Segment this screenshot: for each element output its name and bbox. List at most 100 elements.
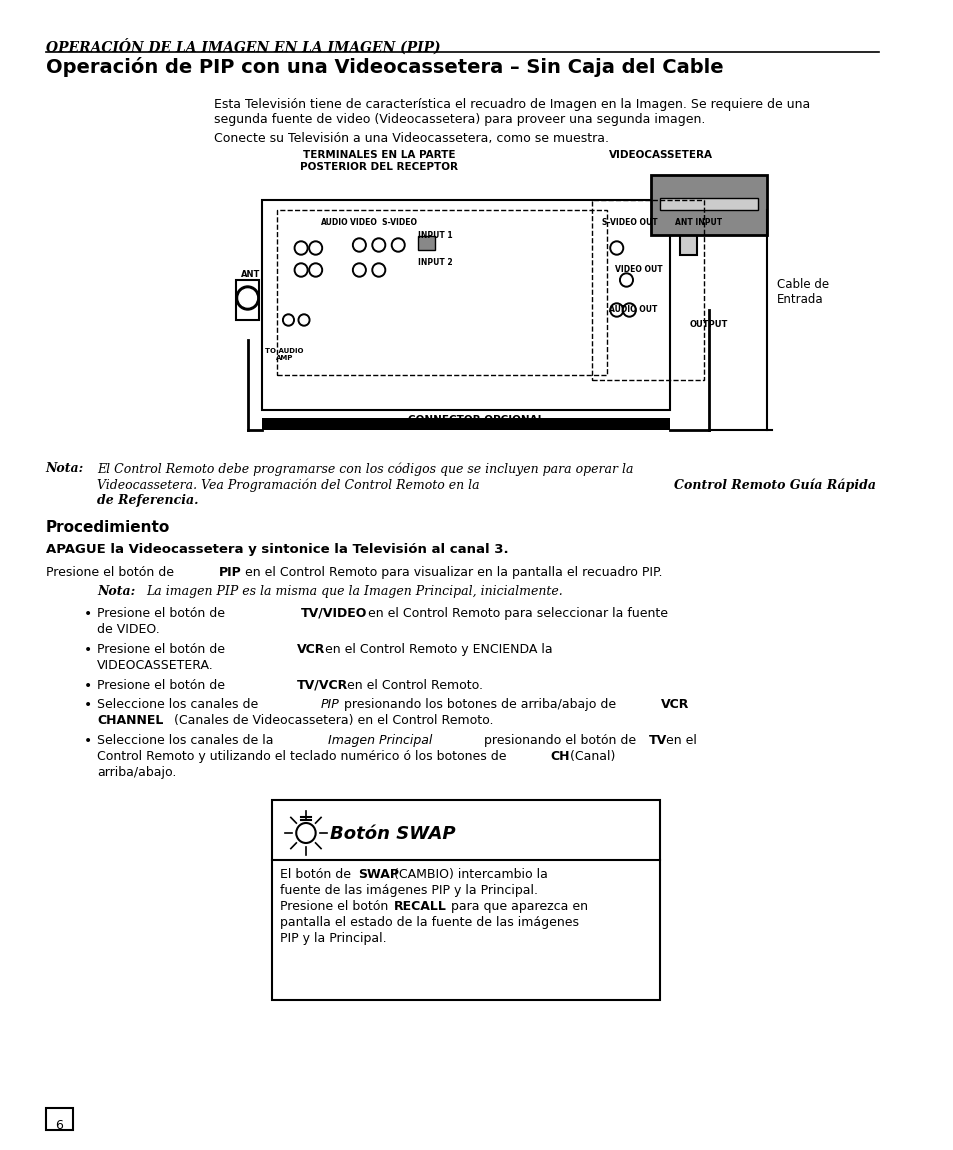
Circle shape — [238, 289, 256, 307]
Text: (Canal): (Canal) — [566, 750, 615, 762]
Text: AUDIO OUT: AUDIO OUT — [608, 305, 657, 314]
Text: Presione el botón de: Presione el botón de — [97, 678, 229, 692]
Bar — [262, 417, 669, 430]
Text: Control Remoto Guía Rápida: Control Remoto Guía Rápida — [674, 478, 875, 491]
Text: Esta Televisión tiene de característica el recuadro de Imagen en la Imagen. Se r: Esta Televisión tiene de característica … — [213, 98, 809, 112]
Text: Videocassetera. Vea Programación del Control Remoto en la: Videocassetera. Vea Programación del Con… — [97, 478, 483, 491]
Circle shape — [393, 240, 403, 250]
Circle shape — [355, 240, 364, 250]
Text: VIDEOCASSETERA.: VIDEOCASSETERA. — [97, 659, 213, 672]
Circle shape — [309, 263, 322, 277]
Text: Conecte su Televisión a una Videocassetera, como se muestra.: Conecte su Televisión a una Videocassete… — [213, 132, 608, 145]
Text: APAGUE la Videocassetera y sintonice la Televisión al canal 3.: APAGUE la Videocassetera y sintonice la … — [46, 543, 508, 555]
Circle shape — [611, 243, 621, 253]
Circle shape — [309, 242, 322, 255]
Bar — [679, 227, 697, 255]
Text: AUDIO: AUDIO — [320, 218, 348, 227]
Text: presionando el botón de: presionando el botón de — [479, 734, 639, 748]
Text: en el Control Remoto para visualizar en la pantalla el recuadro PIP.: en el Control Remoto para visualizar en … — [240, 566, 661, 578]
Bar — [592, 200, 703, 380]
Text: VCR: VCR — [297, 643, 325, 655]
Text: TERMINALES EN LA PARTE
POSTERIOR DEL RECEPTOR: TERMINALES EN LA PARTE POSTERIOR DEL REC… — [299, 150, 457, 171]
Bar — [650, 175, 766, 235]
Circle shape — [294, 263, 308, 277]
Text: S-VIDEO OUT: S-VIDEO OUT — [601, 218, 658, 227]
Text: Presione el botón: Presione el botón — [279, 900, 392, 913]
Text: Cable de
Entrada: Cable de Entrada — [776, 278, 828, 306]
Circle shape — [372, 238, 385, 252]
Text: El botón de: El botón de — [279, 868, 355, 881]
Text: VIDEOCASSETERA: VIDEOCASSETERA — [608, 150, 712, 160]
Circle shape — [374, 264, 383, 275]
Bar — [276, 210, 606, 375]
Text: en el Control Remoto.: en el Control Remoto. — [342, 678, 482, 692]
Circle shape — [621, 275, 631, 285]
Circle shape — [284, 316, 292, 324]
Bar — [417, 236, 435, 250]
Text: Presione el botón de: Presione el botón de — [97, 643, 229, 655]
Text: TV/VIDEO: TV/VIDEO — [301, 607, 367, 620]
Text: SWAP: SWAP — [358, 868, 399, 881]
Circle shape — [609, 302, 623, 317]
Text: Operación de PIP con una Videocassetera – Sin Caja del Cable: Operación de PIP con una Videocassetera … — [46, 58, 722, 77]
Circle shape — [611, 305, 621, 315]
Text: Nota:: Nota: — [97, 585, 135, 598]
Circle shape — [374, 240, 383, 250]
Circle shape — [294, 242, 308, 255]
Text: TV/VCR: TV/VCR — [297, 678, 348, 692]
Text: VIDEO OUT: VIDEO OUT — [614, 264, 661, 274]
Text: fuente de las imágenes PIP y la Principal.: fuente de las imágenes PIP y la Principa… — [279, 884, 537, 897]
Text: en el Control Remoto para seleccionar la fuente: en el Control Remoto para seleccionar la… — [364, 607, 667, 620]
Circle shape — [311, 243, 320, 253]
Text: Seleccione los canales de: Seleccione los canales de — [97, 698, 262, 711]
Text: ANT: ANT — [240, 270, 260, 279]
Circle shape — [353, 263, 366, 277]
Text: CONNECTOR OPCIONAL: CONNECTOR OPCIONAL — [407, 415, 543, 426]
Text: El Control Remoto debe programarse con los códigos que se incluyen para operar l: El Control Remoto debe programarse con l… — [97, 462, 633, 475]
Circle shape — [391, 238, 405, 252]
Text: VCR: VCR — [659, 698, 688, 711]
Text: (CAMBIO) intercambio la: (CAMBIO) intercambio la — [390, 868, 548, 881]
Text: presionando los botones de arriba/abajo de: presionando los botones de arriba/abajo … — [339, 698, 619, 711]
Text: (Canales de Videocassetera) en el Control Remoto.: (Canales de Videocassetera) en el Contro… — [170, 714, 493, 727]
Text: •: • — [84, 643, 91, 657]
Text: Control Remoto y utilizando el teclado numérico ó los botones de: Control Remoto y utilizando el teclado n… — [97, 750, 510, 762]
Circle shape — [311, 264, 320, 275]
Text: RECALL: RECALL — [394, 900, 447, 913]
Circle shape — [355, 264, 364, 275]
Text: PIP: PIP — [218, 566, 241, 578]
Text: •: • — [84, 734, 91, 748]
Text: Botón SWAP: Botón SWAP — [330, 825, 456, 843]
Text: •: • — [84, 678, 91, 693]
Circle shape — [300, 316, 308, 324]
Text: de VIDEO.: de VIDEO. — [97, 623, 160, 636]
Text: Nota:: Nota: — [46, 462, 84, 475]
Text: TV: TV — [648, 734, 666, 748]
Text: CHANNEL: CHANNEL — [97, 714, 163, 727]
Text: INPUT 1: INPUT 1 — [417, 231, 452, 240]
Text: •: • — [84, 607, 91, 621]
Bar — [272, 800, 659, 1000]
Text: PIP y la Principal.: PIP y la Principal. — [279, 932, 386, 945]
Text: segunda fuente de video (Videocassetera) para proveer una segunda imagen.: segunda fuente de video (Videocassetera)… — [213, 113, 704, 126]
Text: en el: en el — [661, 734, 697, 748]
Text: en el Control Remoto y ENCIENDA la: en el Control Remoto y ENCIENDA la — [320, 643, 552, 655]
Text: Procedimiento: Procedimiento — [46, 520, 170, 535]
Circle shape — [609, 242, 623, 255]
Text: La imagen PIP es la misma que la Imagen Principal, inicialmente.: La imagen PIP es la misma que la Imagen … — [146, 585, 562, 598]
Circle shape — [353, 238, 366, 252]
Text: de Referencia.: de Referencia. — [97, 494, 198, 507]
Circle shape — [624, 305, 634, 315]
Circle shape — [298, 314, 310, 325]
Text: OUTPUT: OUTPUT — [689, 320, 727, 329]
Text: OPERACIÓN DE LA IMAGEN EN LA IMAGEN (PIP): OPERACIÓN DE LA IMAGEN EN LA IMAGEN (PIP… — [46, 38, 440, 54]
Text: VIDEO  S-VIDEO: VIDEO S-VIDEO — [350, 218, 416, 227]
Text: Imagen Principal: Imagen Principal — [328, 734, 433, 748]
Text: •: • — [84, 698, 91, 712]
Text: arriba/abajo.: arriba/abajo. — [97, 766, 176, 779]
Bar — [46, 1107, 72, 1130]
Text: TO AUDIO
AMP: TO AUDIO AMP — [265, 348, 303, 361]
Circle shape — [372, 263, 385, 277]
Bar — [659, 198, 757, 210]
Text: INPUT 2: INPUT 2 — [417, 258, 452, 267]
